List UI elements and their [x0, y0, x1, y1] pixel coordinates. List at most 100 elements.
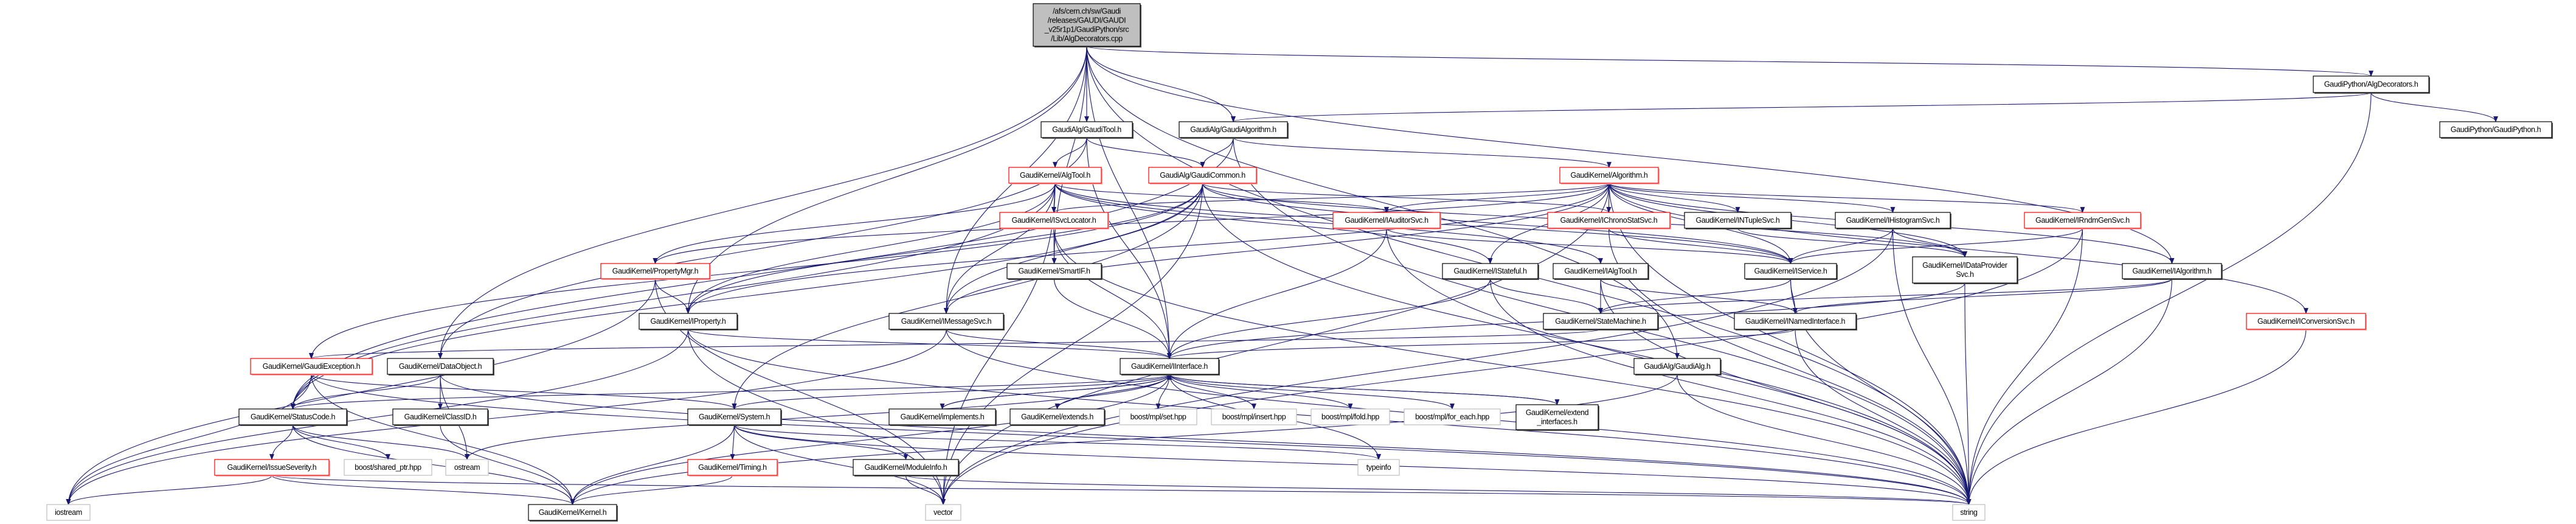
node-ostream[interactable]: ostream	[445, 459, 489, 476]
node-gaudikernel-kernel-h[interactable]: GaudiKernel/Kernel.h	[528, 504, 618, 522]
node-label: boost/shared_ptr.hpp	[355, 463, 421, 472]
node-label-line: typeinfo	[1366, 463, 1391, 472]
node-box	[1633, 358, 1721, 375]
node-label-line: GaudiKernel/INTupleSvc.h	[1696, 216, 1780, 225]
node-gaudikernel-extends-h[interactable]: GaudiKernel/extends.h	[1009, 408, 1106, 426]
node-label: GaudiKernel/StatusCode.h	[251, 413, 336, 421]
node-gaudikernel-moduleinfo-h[interactable]: GaudiKernel/ModuleInfo.h	[853, 459, 960, 477]
edge-gaudikernel-ialgorithm-h-to-string	[1966, 278, 2173, 505]
node-gaudikernel-ialgorithm-h[interactable]: GaudiKernel/IAlgorithm.h	[2122, 263, 2223, 280]
edge-gaudialg-gaudialg-h-to-gaudikernel-kernel-h	[570, 374, 1678, 505]
node-iostream[interactable]: iostream	[46, 504, 91, 521]
node-label: GaudiKernel/IAlgTool.h	[1564, 267, 1637, 276]
node-label-line: GaudiKernel/ClassID.h	[404, 413, 477, 421]
edge-gaudikernel-classid-h-to-gaudikernel-kernel-h	[440, 424, 575, 505]
node-label-line: GaudiKernel/extend	[1526, 408, 1589, 417]
edge-gaudikernel-dataobject-h-to-string	[440, 374, 1972, 505]
node-label: boost/mpl/for_each.hpp	[1415, 413, 1489, 421]
node-gaudikernel-system-h[interactable]: GaudiKernel/System.h	[687, 408, 782, 426]
node-label: GaudiKernel/StateMachine.h	[1555, 317, 1646, 326]
node-gaudikernel-propertymgr-h[interactable]: GaudiKernel/PropertyMgr.h	[600, 263, 711, 280]
edge-gaudikernel-ihistogramsvc-h-to-gaudikernel-idataprovidersvc-h	[1892, 228, 1967, 257]
node-label-line: GaudiKernel/StatusCode.h	[251, 413, 336, 421]
node-gaudikernel-irndmgensvc-h[interactable]: GaudiKernel/IRndmGenSvc.h	[2024, 212, 2142, 229]
node-gaudikernel-gaudiexception-h[interactable]: GaudiKernel/GaudiException.h	[250, 358, 373, 376]
node-box	[344, 459, 432, 476]
node-box	[1120, 358, 1219, 375]
node-gaudialg-gaudialg-h[interactable]: GaudiAlg/GaudiAlg.h	[1633, 358, 1722, 376]
node-gaudikernel-extend-interfaces-h[interactable]: GaudiKernel/extend _interfaces.h	[1515, 404, 1599, 431]
node-typeinfo[interactable]: typeinfo	[1357, 459, 1400, 476]
node-label-line: GaudiKernel/IRndmGenSvc.h	[2035, 216, 2130, 225]
edge-gaudikernel-istateful-h-to-gaudikernel-iinterface-h	[1167, 278, 1491, 359]
node-gaudikernel-inamedinterface-h[interactable]: GaudiKernel/INamedInterface.h	[1734, 313, 1857, 330]
edge-gaudikernel-statuscode-h-to-boost-shared-ptr-hpp	[292, 424, 390, 460]
edge-gaudikernel-iservice-h-to-string	[1790, 278, 1972, 505]
node-gaudikernel-intuplesvc-h[interactable]: GaudiKernel/INTupleSvc.h	[1684, 212, 1792, 229]
edge-gaudikernel-algtool-h-to-gaudikernel-imessagesvc-h	[944, 183, 1056, 314]
node-gaudikernel-issueseverity-h[interactable]: GaudiKernel/IssueSeverity.h	[214, 459, 330, 477]
node-gaudikernel-idataprovidersvc-h[interactable]: GaudiKernel/IDataProvider Svc.h	[1912, 256, 2018, 284]
edge-gaudikernel-istateful-h-to-gaudikernel-statemachine-h	[1489, 278, 1603, 314]
node-gaudikernel-smartif-h[interactable]: GaudiKernel/SmartIF.h	[1006, 263, 1103, 280]
node-label: GaudiKernel/IConversionSvc.h	[2257, 317, 2355, 326]
node-label-line: GaudiPython/GaudiPython.h	[2451, 125, 2541, 134]
node-gaudikernel-classid-h[interactable]: GaudiKernel/ClassID.h	[392, 408, 489, 426]
node-label: GaudiKernel/ModuleInfo.h	[865, 463, 947, 472]
node-gaudikernel-iinterface-h[interactable]: GaudiKernel/IInterface.h	[1120, 358, 1220, 376]
node-box	[639, 313, 738, 330]
node-box	[1734, 313, 1857, 330]
node-gaudikernel-iservice-h[interactable]: GaudiKernel/IService.h	[1744, 263, 1838, 280]
node-string[interactable]: string	[1952, 504, 1986, 521]
node-label-line: GaudiKernel/DataObject.h	[399, 362, 482, 371]
node-label-line: _interfaces.h	[1536, 417, 1577, 426]
node-gaudikernel-statemachine-h[interactable]: GaudiKernel/StateMachine.h	[1543, 313, 1659, 330]
node-gaudikernel-timing-h[interactable]: GaudiKernel/Timing.h	[687, 459, 778, 477]
edge-gaudikernel-ialgtool-h-to-string	[1600, 278, 1972, 505]
node-gaudikernel-imessagesvc-h[interactable]: GaudiKernel/IMessageSvc.h	[888, 313, 1005, 330]
edge-gaudikernel-iinterface-h-to-gaudikernel-kernel-h	[570, 374, 1170, 505]
edge-gaudialg-gaudicommon-h-to-vector	[941, 183, 1203, 505]
node-afs-cern-ch-sw-gaudi-releases-gaudi-gaudi-v25r1p1-gaudipython-src-lib-algdecorators-cpp[interactable]: /afs/cern.ch/sw/Gaudi/releases/GAUDI/GAU…	[1033, 3, 1141, 47]
node-vector[interactable]: vector	[925, 504, 961, 521]
node-label-line: GaudiKernel/IInterface.h	[1131, 362, 1208, 371]
edge-gaudialg-gaudialgorithm-h-to-gaudialg-gaudicommon-h	[1200, 137, 1234, 168]
edge-gaudikernel-algtool-h-to-gaudikernel-iproperty-h	[685, 183, 1056, 314]
edge-gaudikernel-propertymgr-h-to-gaudikernel-iproperty-h	[654, 278, 691, 314]
node-label-line: boost/mpl/fold.hpp	[1321, 413, 1379, 421]
node-label: GaudiKernel/IRndmGenSvc.h	[2035, 216, 2130, 225]
edge-gaudikernel-algorithm-h-to-gaudikernel-propertymgr-h	[653, 183, 1610, 264]
node-gaudikernel-iconversionsvc-h[interactable]: GaudiKernel/IConversionSvc.h	[2246, 313, 2367, 330]
edge-gaudikernel-algorithm-h-to-vector	[941, 183, 1610, 505]
node-gaudikernel-iauditorsvc-h[interactable]: GaudiKernel/IAuditorSvc.h	[1332, 212, 1441, 229]
node-box	[600, 263, 710, 279]
node-gaudipython-gaudipython-h[interactable]: GaudiPython/GaudiPython.h	[2439, 121, 2553, 139]
node-boost-mpl-set-hpp[interactable]: boost/mpl/set.hpp	[1119, 408, 1197, 425]
node-gaudikernel-istateful-h[interactable]: GaudiKernel/IStateful.h	[1442, 263, 1539, 280]
edge-gaudikernel-iservice-h-to-gaudikernel-inamedinterface-h	[1790, 278, 1798, 314]
edge-gaudikernel-algtool-h-to-gaudikernel-ialgtool-h	[1054, 183, 1603, 264]
node-gaudialg-gaudicommon-h[interactable]: GaudiAlg/GaudiCommon.h	[1148, 167, 1258, 184]
node-gaudikernel-implements-h[interactable]: GaudiKernel/implements.h	[888, 408, 997, 426]
edge-gaudikernel-algorithm-h-to-gaudikernel-iproperty-h	[685, 183, 1610, 314]
node-box	[1357, 459, 1400, 476]
node-gaudikernel-isvclocator-h[interactable]: GaudiKernel/ISvcLocator.h	[999, 212, 1109, 229]
node-gaudialg-gaudialgorithm-h[interactable]: GaudiAlg/GaudiAlgorithm.h	[1179, 121, 1289, 139]
edge-gaudikernel-implements-h-to-gaudikernel-iinterface-h	[941, 374, 1172, 410]
node-gaudikernel-ichronostatsvc-h[interactable]: GaudiKernel/IChronoStatSvc.h	[1547, 212, 1671, 229]
node-gaudipython-algdecorators-h[interactable]: GaudiPython/AlgDecorators.h	[2313, 75, 2430, 94]
node-gaudikernel-algorithm-h[interactable]: GaudiKernel/Algorithm.h	[1559, 167, 1660, 184]
node-gaudikernel-statuscode-h[interactable]: GaudiKernel/StatusCode.h	[238, 408, 348, 426]
node-gaudialg-gauditool-h[interactable]: GaudiAlg/GaudiTool.h	[1040, 121, 1134, 139]
edge-gaudikernel-iinterface-h-to-gaudikernel-system-h	[732, 374, 1170, 410]
node-gaudikernel-ialgtool-h[interactable]: GaudiKernel/IAlgTool.h	[1553, 263, 1649, 280]
node-gaudikernel-algtool-h[interactable]: GaudiKernel/AlgTool.h	[1008, 167, 1103, 184]
node-boost-shared-ptr-hpp[interactable]: boost/shared_ptr.hpp	[344, 459, 432, 476]
node-gaudikernel-iproperty-h[interactable]: GaudiKernel/IProperty.h	[639, 313, 738, 330]
node-boost-mpl-insert-hpp[interactable]: boost/mpl/insert.hpp	[1211, 408, 1297, 425]
node-label: GaudiKernel/IInterface.h	[1131, 362, 1208, 371]
node-gaudikernel-dataobject-h[interactable]: GaudiKernel/DataObject.h	[387, 358, 494, 376]
node-gaudikernel-ihistogramsvc-h[interactable]: GaudiKernel/IHistogramSvc.h	[1835, 212, 1951, 229]
node-boost-mpl-for-each-hpp[interactable]: boost/mpl/for_each.hpp	[1404, 408, 1501, 425]
node-boost-mpl-fold-hpp[interactable]: boost/mpl/fold.hpp	[1311, 408, 1390, 425]
